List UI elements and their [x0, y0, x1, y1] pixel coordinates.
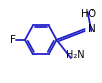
Text: ’: ’	[90, 9, 93, 19]
Text: N: N	[88, 24, 95, 34]
Text: H₂N: H₂N	[66, 50, 84, 60]
Text: F: F	[10, 35, 16, 45]
Text: HO: HO	[81, 9, 96, 19]
